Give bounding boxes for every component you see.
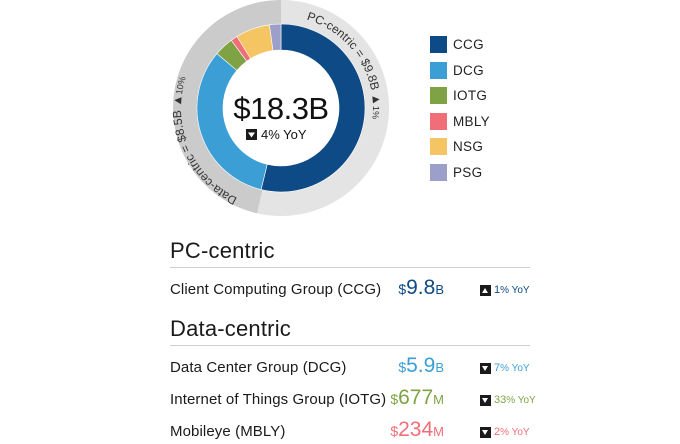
segment-name: Mobileye (MBLY) <box>170 423 286 440</box>
segment-revenue: $9.8B <box>398 276 444 299</box>
total-revenue-yoy: 4% YoY <box>261 127 307 142</box>
legend-swatch <box>430 112 447 130</box>
data-centric-title: Data-centric <box>170 316 291 341</box>
legend-item-iotg: IOTG <box>430 83 490 109</box>
legend-label: DCG <box>453 62 484 78</box>
segment-yoy: 33% YoY <box>480 394 536 406</box>
total-revenue-value: $18.3B <box>233 91 328 126</box>
up-arrow-icon: ▲ <box>369 93 384 106</box>
segment-yoy: 2% YoY <box>480 426 530 438</box>
down-arrow-icon <box>480 362 491 374</box>
down-arrow-icon <box>480 394 491 406</box>
legend-swatch <box>430 87 447 105</box>
segment-name: Internet of Things Group (IOTG) <box>170 391 387 408</box>
legend-item-nsg: NSG <box>430 134 490 160</box>
legend-label: MBLY <box>453 113 490 129</box>
legend-item-mbly: MBLY <box>430 109 490 135</box>
up-arrow-icon: ▲ <box>170 94 185 107</box>
segment-revenue: $677M <box>390 386 444 409</box>
legend-label: NSG <box>453 139 484 155</box>
donut-segment-ccg <box>260 23 366 193</box>
legend-item-ccg: CCG <box>430 32 490 58</box>
legend-item-dcg: DCG <box>430 58 490 84</box>
pc-centric-title: PC-centric <box>170 238 275 263</box>
segment-yoy: 1% YoY <box>480 284 530 296</box>
segment-name: Data Center Group (DCG) <box>170 359 347 376</box>
segment-row: Client Computing Group (CCG) $9.8B 1% YoY <box>170 276 540 302</box>
segment-revenue: $234M <box>390 418 444 441</box>
pc-centric-ring-label-yoy: 1% <box>370 106 381 120</box>
segment-row: Internet of Things Group (IOTG) $677M 33% … <box>170 386 540 412</box>
chart-legend: CCG DCG IOTG MBLY NSG PSG <box>430 32 490 185</box>
pc-centric-divider <box>170 267 530 268</box>
legend-swatch <box>430 61 447 79</box>
data-centric-divider <box>170 345 530 346</box>
legend-item-psg: PSG <box>430 160 490 186</box>
legend-label: CCG <box>453 37 484 53</box>
outer-ring-segment <box>172 0 281 214</box>
segment-revenue: $5.9B <box>398 354 444 377</box>
down-arrow-glyph <box>248 132 255 138</box>
legend-label: IOTG <box>453 88 488 104</box>
segment-yoy: 7% YoY <box>480 362 530 374</box>
down-arrow-icon <box>480 426 491 438</box>
data-centric-ring-label-yoy: 10% <box>174 75 188 95</box>
legend-swatch <box>430 138 447 156</box>
segment-name: Client Computing Group (CCG) <box>170 281 382 298</box>
up-arrow-icon <box>480 284 491 296</box>
outer-ring-segment <box>257 0 389 216</box>
legend-swatch <box>430 163 447 181</box>
legend-swatch <box>430 36 447 54</box>
revenue-donut-chart: PC-centric = $9.8B ▲ 1%Data-centric = $8.… <box>170 0 389 216</box>
segment-row: Data Center Group (DCG) $5.9B 7% YoY <box>170 354 540 380</box>
legend-label: PSG <box>453 164 483 180</box>
segment-row: Mobileye (MBLY) $234M 2% YoY <box>170 418 540 444</box>
donut-segment-psg <box>269 23 282 51</box>
